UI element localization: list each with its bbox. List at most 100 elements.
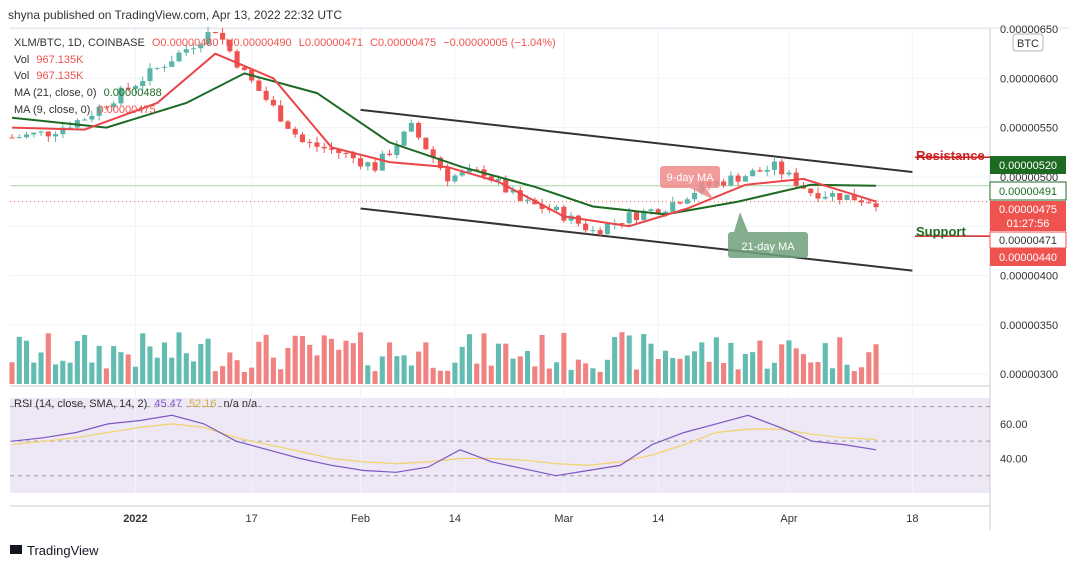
volume-bar [633,369,640,384]
volume-bar [844,364,850,384]
volume-bar [365,365,371,384]
support-tag-bg [990,248,1066,266]
candle-body [692,192,698,200]
legend-close: C0.00000475 [370,37,436,49]
candle-body [750,170,756,177]
volume-bar [771,362,777,384]
candle-body [9,137,15,139]
candle-body [837,193,843,200]
volume-bar [539,335,545,384]
volume-bar [408,365,414,384]
candle-body [445,168,451,182]
rsi-legend-na: n/a n/a [224,398,259,410]
currency-badge[interactable]: BTC [1012,33,1044,52]
candle-body [641,210,647,221]
candle-body [169,61,175,67]
tradingview-logo-icon [10,545,22,554]
volume-bar [161,342,168,384]
volume-bar [118,352,124,384]
legend-vol1-val: 967.135K [36,54,84,66]
volume-bar [67,362,73,384]
volume-bar [728,342,734,384]
candle-body [394,145,400,156]
volume-bar [270,357,276,384]
price-tick-label: 0.00000500 [1000,172,1058,184]
time-axis[interactable]: 2022 17 Feb 14 Mar 14 Apr 18 [123,513,918,525]
volume-bar [525,350,531,384]
volume-bar [53,364,59,384]
candle-body [140,81,146,87]
volume-bar [176,332,182,384]
volume-bar [154,357,160,384]
candle-body [241,67,247,70]
volume-bar [662,350,669,384]
moving-averages [11,52,877,228]
candle-body [742,176,748,182]
candle-body [554,206,560,211]
tradingview-logo[interactable]: TradingView [10,543,99,558]
volume-bar [474,363,480,384]
price-pane[interactable] [10,29,990,384]
volume-bar [750,352,756,384]
candle-body [583,223,589,231]
candle-body [321,146,327,149]
price-axis[interactable]: 0.00000650 0.00000600 0.00000550 0.00000500… [1000,24,1058,381]
volume-bar [379,356,385,384]
rsi-series [10,406,990,477]
volume-bar [786,340,792,384]
candle-body [16,137,22,139]
volume-bar [561,332,567,384]
time-tick-label: 18 [906,513,918,525]
candle-body [728,175,734,186]
svg-text:XLM/BTC, 1D, COINBASE O0: XLM/BTC, 1D, COINBASE O0.00000480 H0.000… [14,37,556,49]
candle-body [677,202,683,204]
candle-body [190,48,197,50]
candle-body [220,32,226,40]
volume-bar [227,352,233,384]
candle-body [365,162,371,167]
volume-bar [822,343,828,384]
volume-bar [626,335,632,384]
legend-symbol: XLM/BTC, 1D, COINBASE [14,37,145,49]
volume-bar [190,361,197,384]
time-tick-label: 14 [652,513,664,525]
candle-body [786,172,792,175]
volume-bar [459,346,465,384]
candle-body [357,158,364,167]
candle-body [771,161,777,170]
volume-bar [307,344,313,384]
rsi-axis[interactable]: 60.00 40.00 [1000,419,1028,466]
candle-body [757,170,763,172]
candle-body [154,67,160,69]
volume-bar [220,366,226,384]
legend-open: O0.00000480 [152,37,219,49]
svg-text:MA (9, close, 0) 0.00000: MA (9, close, 0) 0.00000475 [14,104,156,116]
candle-body [829,193,836,197]
candle-body [517,190,523,201]
candle-body [234,51,240,68]
candle-body [147,68,153,82]
volume-bar [125,354,131,384]
candle-body [721,181,727,186]
volume-bar [394,356,400,384]
ma9-tag: 0.00000471 [999,235,1057,247]
candle-body [561,206,567,221]
volume-bar [263,334,269,384]
time-tick-label: 17 [245,513,257,525]
volume-bar [285,347,291,384]
candle-body [597,230,603,235]
currency-badge-text: BTC [1017,38,1039,50]
candle-body [379,153,385,171]
price-tick-label: 0.00000650 [1000,24,1058,36]
candle-body [408,122,414,132]
candle-body [474,169,480,171]
volume-bar [829,368,836,384]
volume-bar [706,361,712,384]
candle-body [655,209,661,215]
candle-body [859,200,865,203]
svg-text:Vol 967.135K: Vol 967.135K [14,54,84,66]
volume-bar [800,354,807,384]
volume-bar [466,334,472,384]
candle-body [89,115,95,120]
volume-bar [401,355,407,384]
